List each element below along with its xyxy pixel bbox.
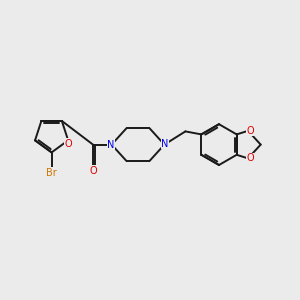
Text: Br: Br xyxy=(46,167,57,178)
Text: O: O xyxy=(64,139,72,149)
Text: N: N xyxy=(107,140,115,150)
Text: N: N xyxy=(161,139,169,149)
Text: O: O xyxy=(89,166,97,176)
Text: O: O xyxy=(246,126,254,136)
Text: O: O xyxy=(246,153,254,164)
